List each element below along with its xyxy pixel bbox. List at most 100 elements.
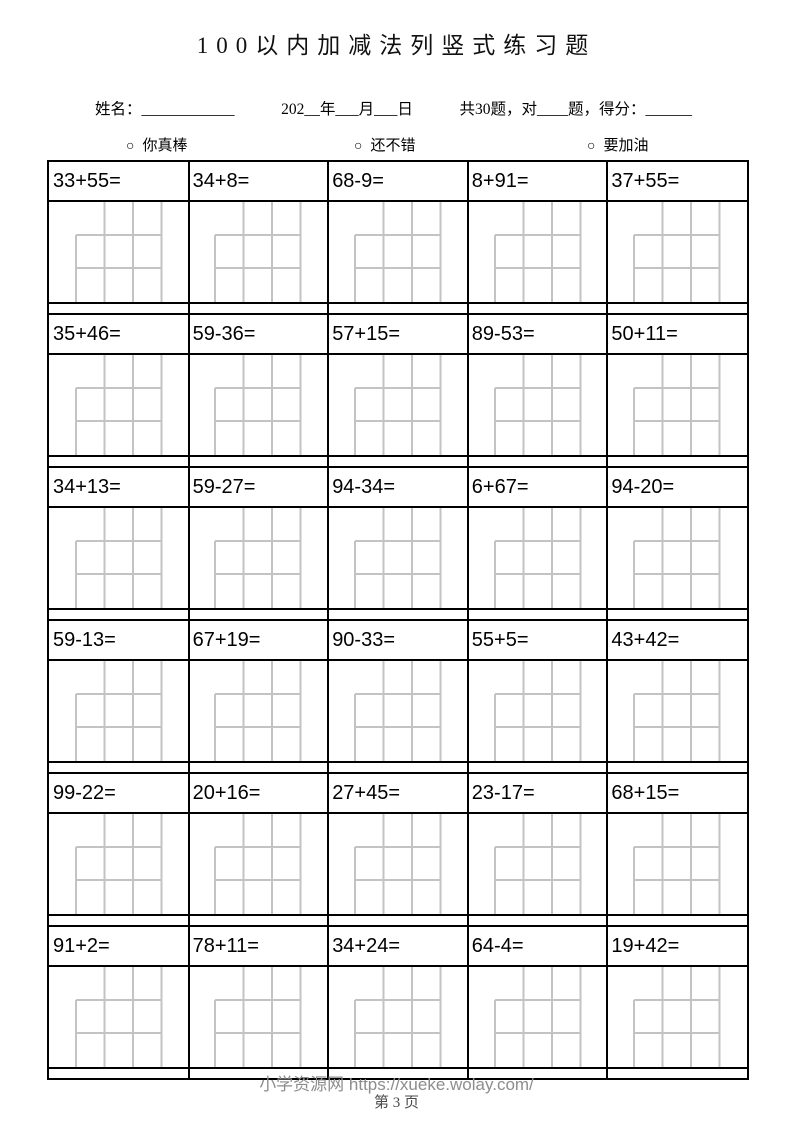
site-watermark: 小学资源网 https://xueke.wolay.com/ xyxy=(259,1075,534,1094)
answer-grid-icon xyxy=(493,967,582,1067)
work-area xyxy=(189,814,329,914)
radio-circle-icon: ○ xyxy=(126,139,135,154)
answer-grid-icon xyxy=(214,202,302,302)
work-area xyxy=(607,355,747,455)
work-area xyxy=(49,508,189,608)
answer-grid-icon xyxy=(353,661,442,761)
work-area xyxy=(328,355,468,455)
problem-label: 59-36= xyxy=(192,323,256,345)
column-divider xyxy=(187,160,190,1078)
answer-grid-icon xyxy=(633,202,721,302)
work-area xyxy=(328,661,468,761)
answer-grid-icon xyxy=(493,508,582,608)
problem-label: 64-4= xyxy=(471,935,524,957)
rating-label: 你真棒 xyxy=(142,138,188,154)
work-area xyxy=(468,508,608,608)
rating-label: 要加油 xyxy=(603,138,649,154)
problem-label: 99-22= xyxy=(53,782,116,804)
problem-label: 20+16= xyxy=(192,782,261,804)
problem-label: 23-17= xyxy=(471,782,535,804)
rating-label: 还不错 xyxy=(370,138,416,154)
work-area xyxy=(468,814,608,914)
problems-table: 33+55= 34+8= 68-9= 8+91= 37+55= 35+46= 5… xyxy=(47,160,749,1080)
answer-grid-icon xyxy=(633,967,721,1067)
answer-grid-icon xyxy=(74,202,163,302)
name-blank-field: 姓名：____________ xyxy=(95,101,235,118)
answer-grid-icon xyxy=(493,355,582,455)
work-area xyxy=(49,814,189,914)
work-area xyxy=(468,202,608,302)
work-area xyxy=(49,202,189,302)
answer-grid-icon xyxy=(214,508,302,608)
answer-grid-icon xyxy=(493,661,582,761)
work-area xyxy=(189,202,329,302)
work-area xyxy=(468,661,608,761)
answer-grid-icon xyxy=(633,661,721,761)
problem-row-4: 59-13= 67+19= 90-33= 55+5= 43+42= xyxy=(49,619,747,763)
problem-label: 89-53= xyxy=(471,323,535,345)
problem-label: 90-33= xyxy=(332,629,396,651)
problem-label: 59-27= xyxy=(192,476,256,498)
work-area xyxy=(189,508,329,608)
work-area xyxy=(607,661,747,761)
work-area xyxy=(468,355,608,455)
work-area xyxy=(468,967,608,1067)
problem-label: 57+15= xyxy=(332,323,401,345)
problem-label: 35+46= xyxy=(53,323,121,345)
answer-grid-icon xyxy=(633,508,721,608)
work-area xyxy=(607,814,747,914)
answer-grid-icon xyxy=(633,814,721,914)
problem-label: 91+2= xyxy=(53,935,110,957)
problem-label: 34+8= xyxy=(192,170,250,192)
rating-option-ok: ○ 还不错 xyxy=(354,134,415,155)
problem-label: 34+24= xyxy=(332,935,401,957)
problem-label: 68-9= xyxy=(332,170,384,192)
problem-label: 94-34= xyxy=(332,476,396,498)
answer-grid-icon xyxy=(74,661,163,761)
answer-grid-icon xyxy=(74,814,163,914)
work-area xyxy=(328,967,468,1067)
column-divider xyxy=(466,160,469,1078)
answer-grid-icon xyxy=(493,814,582,914)
work-area xyxy=(189,661,329,761)
problem-label: 59-13= xyxy=(53,629,116,651)
problem-row-5: 99-22= 20+16= 27+45= 23-17= 68+15= xyxy=(49,772,747,916)
problem-label: 55+5= xyxy=(471,629,529,651)
work-area xyxy=(607,202,747,302)
problem-label: 6+67= xyxy=(471,476,529,498)
problem-label: 94-20= xyxy=(611,476,675,498)
answer-grid-icon xyxy=(493,202,582,302)
meta-line: 姓名：____________ 202__年___月___日 共30题，对___… xyxy=(95,97,692,119)
problem-label: 78+11= xyxy=(192,935,259,957)
work-area xyxy=(189,355,329,455)
problem-label: 33+55= xyxy=(53,170,121,192)
work-area xyxy=(49,661,189,761)
answer-grid-icon xyxy=(214,355,302,455)
problem-label: 27+45= xyxy=(332,782,401,804)
problem-label: 8+91= xyxy=(471,170,529,192)
date-blank-field: 202__年___月___日 xyxy=(281,101,413,118)
answer-grid-icon xyxy=(214,661,302,761)
problem-label: 67+19= xyxy=(192,629,261,651)
answer-grid-icon xyxy=(353,202,442,302)
problem-row-3: 34+13= 59-27= 94-34= 6+67= 94-20= xyxy=(49,466,747,610)
rating-option-great: ○ 你真棒 xyxy=(126,134,187,155)
work-area xyxy=(607,967,747,1067)
problem-row-2: 35+46= 59-36= 57+15= 89-53= 50+11= xyxy=(49,313,747,457)
radio-circle-icon: ○ xyxy=(587,139,596,154)
work-area xyxy=(189,967,329,1067)
problem-label: 68+15= xyxy=(611,782,680,804)
work-area xyxy=(328,202,468,302)
answer-grid-icon xyxy=(214,967,302,1067)
work-area xyxy=(49,967,189,1067)
column-divider xyxy=(606,160,609,1078)
work-area xyxy=(49,355,189,455)
answer-grid-icon xyxy=(74,508,163,608)
column-divider xyxy=(327,160,330,1078)
problem-label: 19+42= xyxy=(611,935,680,957)
answer-grid-icon xyxy=(633,355,721,455)
answer-grid-icon xyxy=(74,967,163,1067)
answer-grid-icon xyxy=(214,814,302,914)
problem-label: 37+55= xyxy=(611,170,680,192)
